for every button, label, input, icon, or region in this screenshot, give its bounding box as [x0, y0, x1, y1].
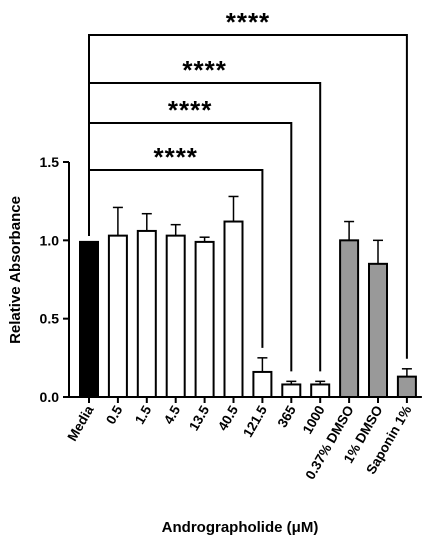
bar: [79, 240, 99, 398]
x-axis-title: Andrographolide (μM): [162, 519, 319, 536]
bar: [339, 239, 360, 398]
significance-stars: ****: [182, 55, 226, 85]
significance-bracket: [88, 34, 408, 359]
bar: [194, 240, 215, 398]
x-tick-label: 1000: [300, 403, 328, 437]
bar: [368, 262, 388, 399]
bar: [223, 220, 244, 398]
x-tick-label: Media: [64, 403, 96, 444]
significance-stars: ****: [153, 142, 197, 172]
y-axis-title: Relative Absorbance: [7, 196, 24, 344]
x-tick-label: 4.5: [161, 403, 184, 427]
bar: [281, 383, 302, 399]
y-tick-label: 1.5: [40, 154, 60, 170]
bar: [107, 234, 128, 398]
bar: [310, 383, 331, 399]
y-ticks: 0.0 0.5 1.0 1.5: [40, 154, 69, 405]
bar: [396, 375, 417, 398]
bars: [79, 220, 417, 399]
x-tick-label: 121.5: [240, 403, 270, 440]
y-tick-label: 0.0: [40, 389, 60, 405]
x-tick-label: 1.5: [132, 403, 155, 427]
x-tick-label: 13.5: [186, 403, 212, 434]
bar: [165, 234, 186, 398]
x-tick-label: 40.5: [215, 403, 241, 434]
bar: [136, 229, 157, 398]
bar: [252, 370, 273, 398]
significance-stars: ****: [168, 95, 212, 125]
significance-brackets: ****************: [88, 7, 408, 372]
significance-stars: ****: [226, 7, 270, 37]
y-tick-label: 0.5: [40, 311, 60, 327]
y-tick-label: 1.0: [40, 232, 60, 248]
x-tick-label: 0.5: [103, 403, 126, 427]
x-ticks: Media 0.5 1.5 4.5 13.5 40.5 121.5 365 10000.37% …: [64, 397, 414, 482]
error-bars: [112, 195, 412, 385]
x-tick-label: 365: [275, 403, 299, 430]
